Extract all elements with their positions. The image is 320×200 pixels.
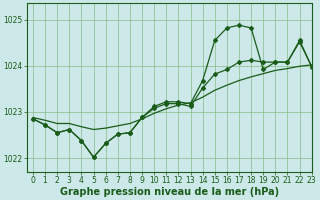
- X-axis label: Graphe pression niveau de la mer (hPa): Graphe pression niveau de la mer (hPa): [60, 187, 279, 197]
